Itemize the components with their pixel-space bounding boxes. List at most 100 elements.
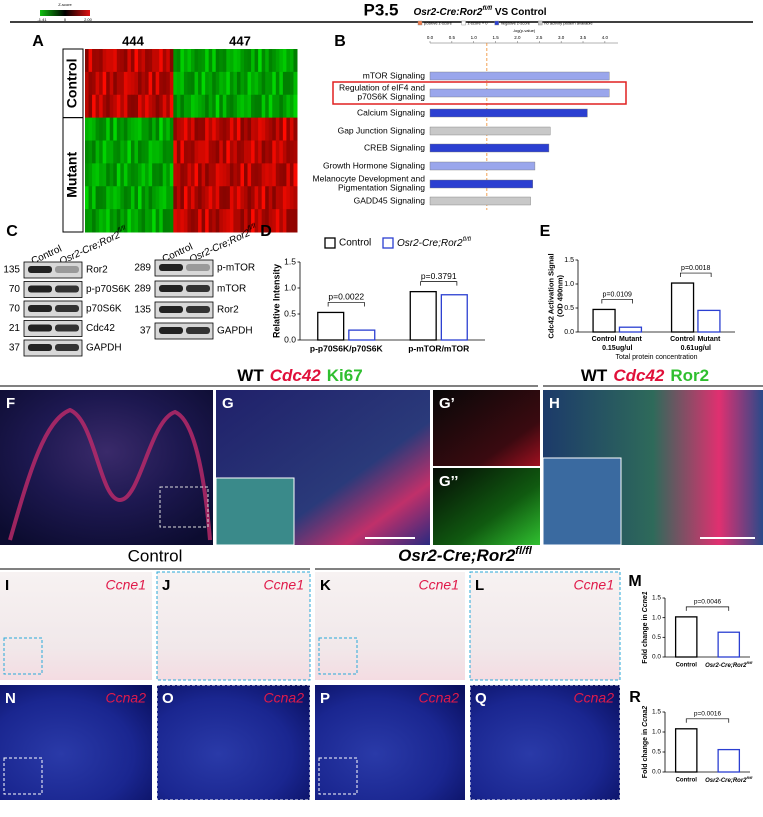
heatmap-cell	[180, 94, 185, 119]
heatmap-cell	[138, 186, 143, 210]
heatmap-cell	[173, 163, 178, 187]
heatmap-cell	[212, 140, 217, 164]
heatmap-cell	[229, 209, 234, 233]
molecular-weight: 21	[9, 323, 21, 334]
heatmap-cell	[272, 49, 277, 73]
heatmap-cell	[226, 94, 231, 119]
heatmap-cell	[145, 49, 150, 73]
heatmap-cell	[279, 186, 284, 210]
molecular-weight: 37	[140, 326, 152, 337]
heatmap-cell	[127, 94, 132, 119]
colorbar-tick: 2.00	[84, 17, 93, 22]
heatmap-cell	[134, 209, 139, 233]
p-value: p=0.0046	[694, 599, 722, 606]
heatmap-cell	[244, 163, 249, 187]
heatmap-cell	[162, 209, 167, 233]
heatmap-cell	[282, 140, 287, 164]
heatmap-cell	[141, 49, 146, 73]
heatmap-cell	[159, 71, 164, 96]
heatmap-cell	[173, 94, 178, 119]
x-tick-label: 4.0	[602, 35, 609, 40]
heatmap-cell	[219, 140, 224, 164]
heatmap-cell	[191, 49, 196, 73]
heatmap-cell	[85, 71, 90, 96]
inset-box	[318, 637, 358, 675]
heatmap-cell	[180, 140, 185, 164]
heatmap-cell	[265, 186, 270, 210]
heatmap-cell	[244, 94, 249, 119]
blot-band	[186, 285, 210, 292]
heatmap-cell	[251, 140, 256, 164]
x-tick-label-part: Osr2-Cre;Ror2	[705, 663, 747, 669]
blot-band	[186, 306, 210, 313]
protein-label: mTOR	[217, 284, 246, 295]
bar	[674, 728, 698, 773]
heatmap-cell	[99, 49, 104, 73]
p-value: p=0.0016	[694, 711, 722, 718]
heatmap-cell	[215, 209, 220, 233]
protein-label: GAPDH	[86, 343, 122, 354]
x-tick-label: 0.0	[427, 35, 434, 40]
heatmap-cell	[201, 186, 206, 210]
heatmap-cell	[254, 49, 259, 73]
heatmap-cell	[236, 71, 241, 96]
heatmap-cell	[289, 140, 294, 164]
heatmap-cell	[155, 163, 160, 187]
row-header: WT Cdc42 Ki67	[237, 366, 362, 385]
heatmap-cell	[155, 71, 160, 96]
heatmap-cell	[194, 49, 199, 73]
heatmap-cell	[251, 71, 256, 96]
x-tick-label: p-p70S6K/p70S6K	[310, 343, 384, 353]
heatmap-cell	[148, 117, 153, 141]
heatmap-cell	[145, 140, 150, 164]
heatmap-cell	[198, 209, 203, 233]
heatmap-cell	[194, 186, 199, 210]
heatmap-cell	[99, 117, 104, 141]
heatmap-cell	[187, 163, 192, 187]
panel-letter: I	[5, 577, 9, 594]
y-tick-label: 0.5	[564, 305, 574, 312]
heatmap-cell	[286, 186, 291, 210]
heatmap-cell	[236, 49, 241, 73]
heatmap-cell	[173, 140, 178, 164]
heatmap-cell	[162, 140, 167, 164]
heatmap-cell	[251, 209, 256, 233]
heatmap-cell	[261, 71, 266, 96]
protein-label: p70S6K	[86, 304, 122, 315]
heatmap-cell	[169, 94, 174, 119]
heatmap-cell	[268, 140, 273, 164]
heatmap-cell	[289, 117, 294, 141]
y-tick-label: 1.0	[564, 281, 574, 288]
molecular-weight: 289	[134, 284, 151, 295]
axis-label: -log(p-value)	[513, 28, 536, 33]
micrograph	[0, 572, 152, 680]
blot-band	[28, 324, 52, 332]
heatmap-row-label: Control	[64, 58, 80, 108]
heatmap-cell	[205, 186, 210, 210]
molecular-weight: 37	[9, 343, 21, 354]
heatmap-cell	[109, 49, 114, 73]
x-axis-label: Total protein concentration	[615, 354, 697, 361]
heatmap-cell	[219, 209, 224, 233]
molecular-weight: 70	[9, 304, 21, 315]
blot-band	[55, 266, 79, 273]
heatmap-cell	[88, 49, 93, 73]
heatmap-cell	[222, 49, 227, 73]
heatmap-cell	[289, 186, 294, 210]
heatmap-cell	[134, 117, 139, 141]
molecular-weight: 70	[9, 284, 21, 295]
heatmap-cell	[279, 117, 284, 141]
category-label: CREB Signaling	[364, 142, 425, 152]
heatmap-cell	[180, 71, 185, 96]
heatmap-cell	[130, 163, 135, 187]
category-label-line: Melanocyte Development and	[313, 174, 426, 184]
heatmap-cell	[109, 117, 114, 141]
heatmap-cell	[116, 163, 121, 187]
y-axis-label-part: Ccna2	[642, 706, 649, 727]
heatmap-cell	[265, 94, 270, 119]
heatmap-cell	[145, 186, 150, 210]
heatmap-cell	[162, 186, 167, 210]
heatmap-cell	[236, 186, 241, 210]
heatmap-cell	[215, 117, 220, 141]
heatmap-cell	[176, 163, 181, 187]
